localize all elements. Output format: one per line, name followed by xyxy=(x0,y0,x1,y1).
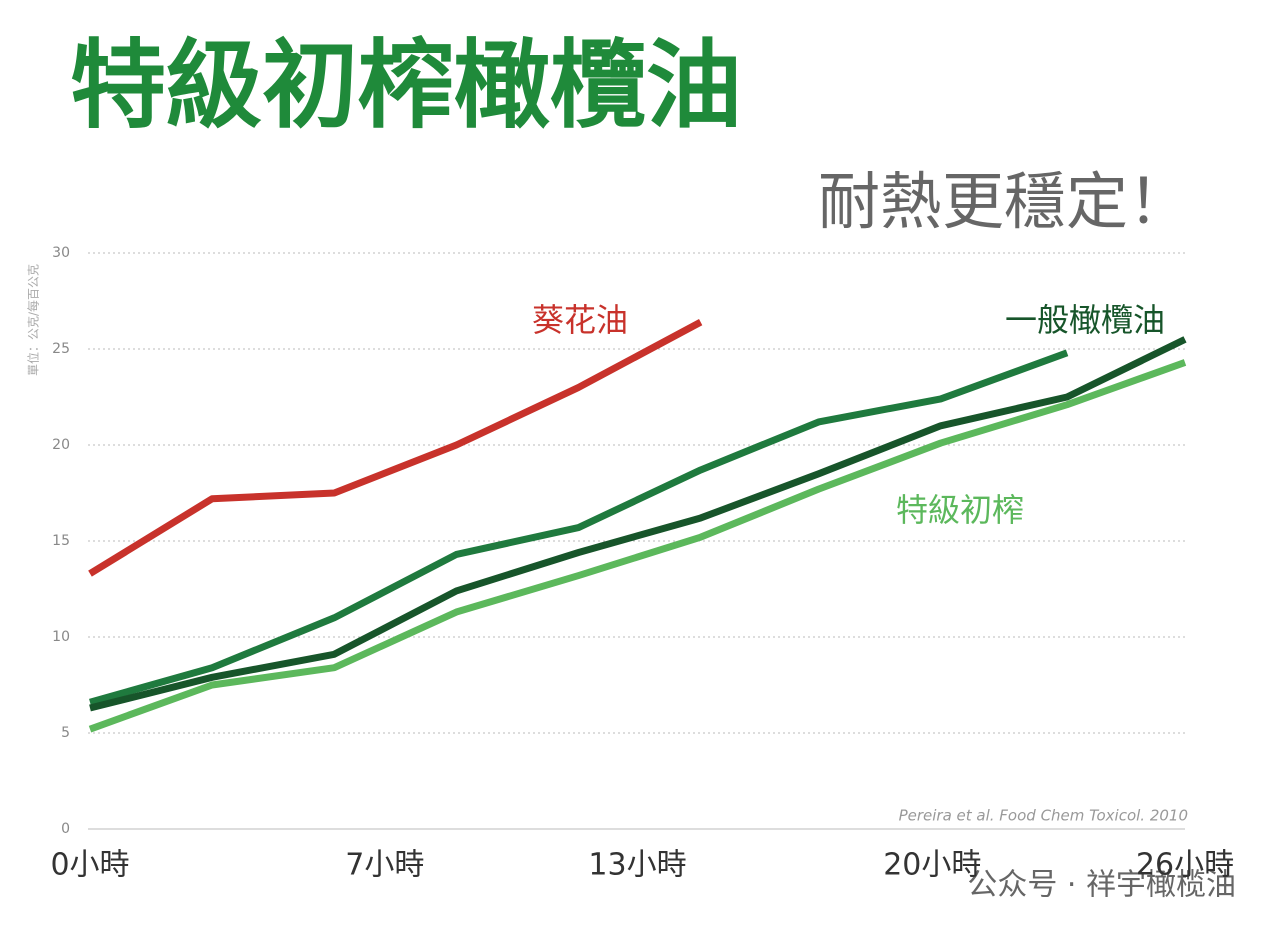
x-tick-label: 13小時 xyxy=(588,848,686,883)
x-tick-label: 7小時 xyxy=(345,848,424,883)
y-tick-label: 10 xyxy=(52,629,70,645)
series-line xyxy=(89,336,1187,712)
series-label: 特級初榨 xyxy=(896,491,1024,529)
y-tick-label: 5 xyxy=(61,725,70,741)
x-tick-label: 0小時 xyxy=(50,848,129,883)
chart-title: 特級初榨橄欖油 xyxy=(70,29,742,141)
y-tick-label: 15 xyxy=(52,533,70,549)
series-line xyxy=(89,349,1069,706)
series-label: 葵花油 xyxy=(532,301,628,339)
series-line xyxy=(88,359,1187,733)
series-line xyxy=(88,319,703,577)
source-note: Pereira et al. Food Chem Toxicol. 2010 xyxy=(899,807,1188,825)
y-axis-label: 單位：公克/每百公克 xyxy=(26,264,41,376)
series-label: 一般橄欖油 xyxy=(1005,301,1165,339)
chart-subtitle: 耐熱更穩定！ xyxy=(818,165,1190,238)
x-tick-label: 26小時 xyxy=(1136,848,1234,883)
y-tick-label: 20 xyxy=(52,437,70,453)
y-tick-label: 30 xyxy=(52,245,70,261)
watermark: 公众号 · 祥宇橄榄油 xyxy=(967,868,1236,903)
y-tick-label: 0 xyxy=(61,821,70,837)
x-tick-label: 20小時 xyxy=(883,848,981,883)
y-tick-label: 25 xyxy=(52,341,70,357)
